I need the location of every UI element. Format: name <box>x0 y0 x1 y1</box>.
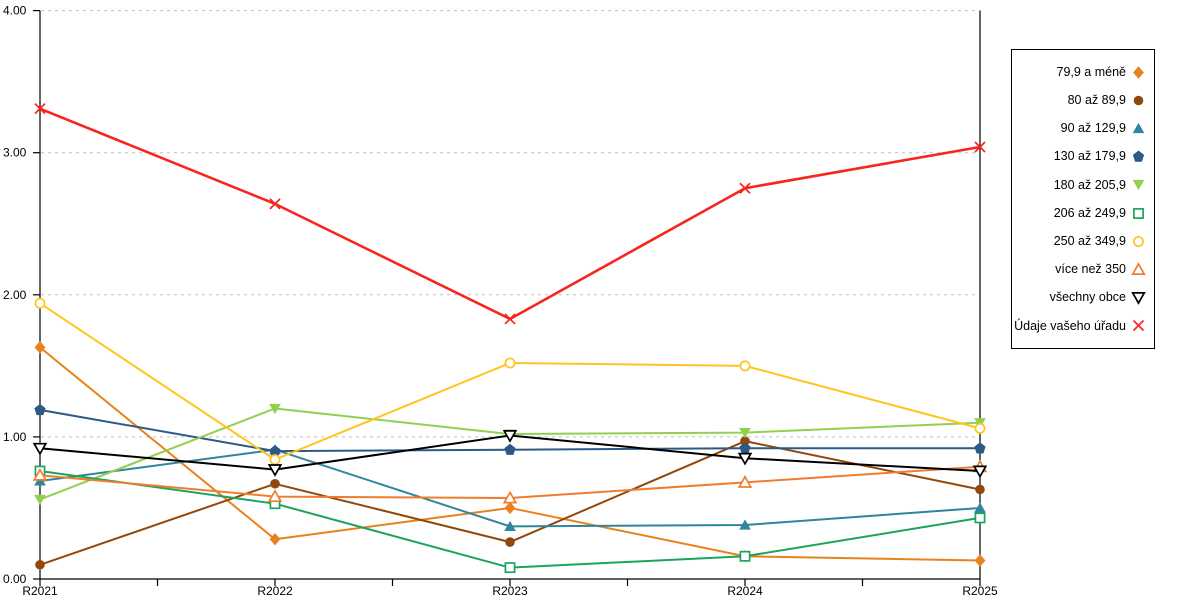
triangle-up-icon <box>504 520 516 532</box>
legend-marker <box>1132 122 1145 134</box>
circle-icon <box>504 357 516 369</box>
legend-marker <box>1132 180 1145 191</box>
y-tick-label: 2.00 <box>3 288 27 302</box>
circle-icon <box>974 422 986 434</box>
diamond-icon <box>504 501 516 515</box>
series-line <box>39 470 981 569</box>
legend-item: 180 až 205,9 <box>1016 177 1146 192</box>
legend-item-label: 80 až 89,9 <box>1067 93 1126 108</box>
x-tick-label: R2021 <box>22 584 58 598</box>
legend-marker <box>1133 207 1144 219</box>
diamond-icon <box>974 554 986 567</box>
y-tick-label: 3.00 <box>3 146 27 160</box>
circle-icon <box>1133 95 1144 106</box>
circle-icon <box>1133 235 1144 247</box>
x-tick-label: R2025 <box>962 584 998 598</box>
circle-icon <box>270 478 280 489</box>
x-cross-icon <box>269 198 281 210</box>
legend-item-label: 250 až 349,9 <box>1053 233 1126 248</box>
legend-marker <box>1131 292 1146 305</box>
legend-item: 79,9 a méně <box>1016 65 1146 80</box>
square-icon <box>1133 207 1144 219</box>
series-line <box>38 107 982 321</box>
circle-icon <box>739 360 751 372</box>
pentagon-icon <box>1132 150 1145 162</box>
legend-marker <box>1131 262 1146 275</box>
legend-item-label: více než 350 <box>1055 262 1126 277</box>
diamond-icon <box>1133 65 1144 79</box>
legend-item: více než 350 <box>1016 262 1146 277</box>
pentagon-icon <box>739 442 751 454</box>
legend-marker <box>1133 95 1144 106</box>
x-cross-icon <box>1132 320 1145 332</box>
legend-item: všechny obce <box>1016 290 1146 305</box>
y-tick-label: 0.00 <box>3 572 27 586</box>
legend-marker <box>1132 150 1145 162</box>
legend-item-label: 180 až 205,9 <box>1053 177 1126 192</box>
triangle-up-icon <box>502 490 518 504</box>
triangle-down-icon <box>972 465 988 479</box>
triangle-up-icon <box>737 475 753 488</box>
triangle-down-icon <box>32 442 48 456</box>
x-tick-label: R2023 <box>492 584 528 598</box>
triangle-down-icon <box>1131 292 1146 305</box>
legend-item: 130 až 179,9 <box>1016 149 1146 164</box>
x-cross-icon <box>974 141 986 153</box>
x-cross-icon <box>739 182 751 194</box>
x-tick-label: R2022 <box>257 584 293 598</box>
triangle-down-icon <box>502 430 518 443</box>
y-tick-label: 4.00 <box>3 4 27 18</box>
legend-marker <box>1133 235 1144 247</box>
legend-item-label: 206 až 249,9 <box>1053 205 1126 220</box>
legend-item-label: Údaje vašeho úřadu <box>1014 318 1126 333</box>
legend-item: 250 až 349,9 <box>1016 234 1146 249</box>
square-icon <box>974 512 986 524</box>
y-tick-label: 1.00 <box>3 430 27 444</box>
pentagon-icon <box>269 445 281 457</box>
triangle-up-icon <box>974 502 986 513</box>
square-icon <box>504 562 516 574</box>
square-icon <box>739 550 751 562</box>
circle-icon <box>505 537 515 547</box>
triangle-down-icon <box>1132 180 1145 191</box>
legend-item: Údaje vašeho úřadu <box>1014 318 1146 333</box>
diamond-icon <box>269 533 281 546</box>
legend: 79,9 a méně 80 až 89,9 90 až 129,9 130 až 1… <box>1011 49 1155 349</box>
triangle-down-icon <box>34 494 46 506</box>
pentagon-icon <box>504 443 516 455</box>
x-cross-icon <box>34 103 46 115</box>
pentagon-icon <box>974 442 986 454</box>
circle-icon <box>975 484 985 495</box>
triangle-up-icon <box>739 519 751 530</box>
triangle-down-icon <box>267 464 283 477</box>
legend-item-label: všechny obce <box>1049 290 1126 305</box>
circle-icon <box>740 436 750 446</box>
triangle-up-icon <box>1131 262 1146 275</box>
legend-marker <box>1133 65 1144 79</box>
pentagon-icon <box>34 403 46 416</box>
legend-item-label: 130 až 179,9 <box>1053 149 1126 164</box>
triangle-up-icon <box>267 489 283 503</box>
triangle-up-icon <box>1132 122 1145 134</box>
legend-item-label: 79,9 a méně <box>1056 64 1127 79</box>
legend-item-label: 90 až 129,9 <box>1060 121 1126 136</box>
triangle-down-icon <box>269 403 281 415</box>
legend-marker <box>1132 320 1145 332</box>
circle-icon <box>269 454 281 466</box>
x-tick-label: R2024 <box>727 584 763 598</box>
legend-item: 206 až 249,9 <box>1016 206 1146 221</box>
diamond-icon <box>34 341 46 354</box>
circle-icon <box>34 297 46 309</box>
triangle-down-icon <box>739 428 751 439</box>
legend-item: 80 až 89,9 <box>1016 93 1146 108</box>
triangle-down-icon <box>737 452 753 466</box>
x-cross-icon <box>504 313 516 325</box>
circle-icon <box>35 559 45 570</box>
triangle-up-icon <box>32 467 48 481</box>
legend-item: 90 až 129,9 <box>1016 121 1146 136</box>
